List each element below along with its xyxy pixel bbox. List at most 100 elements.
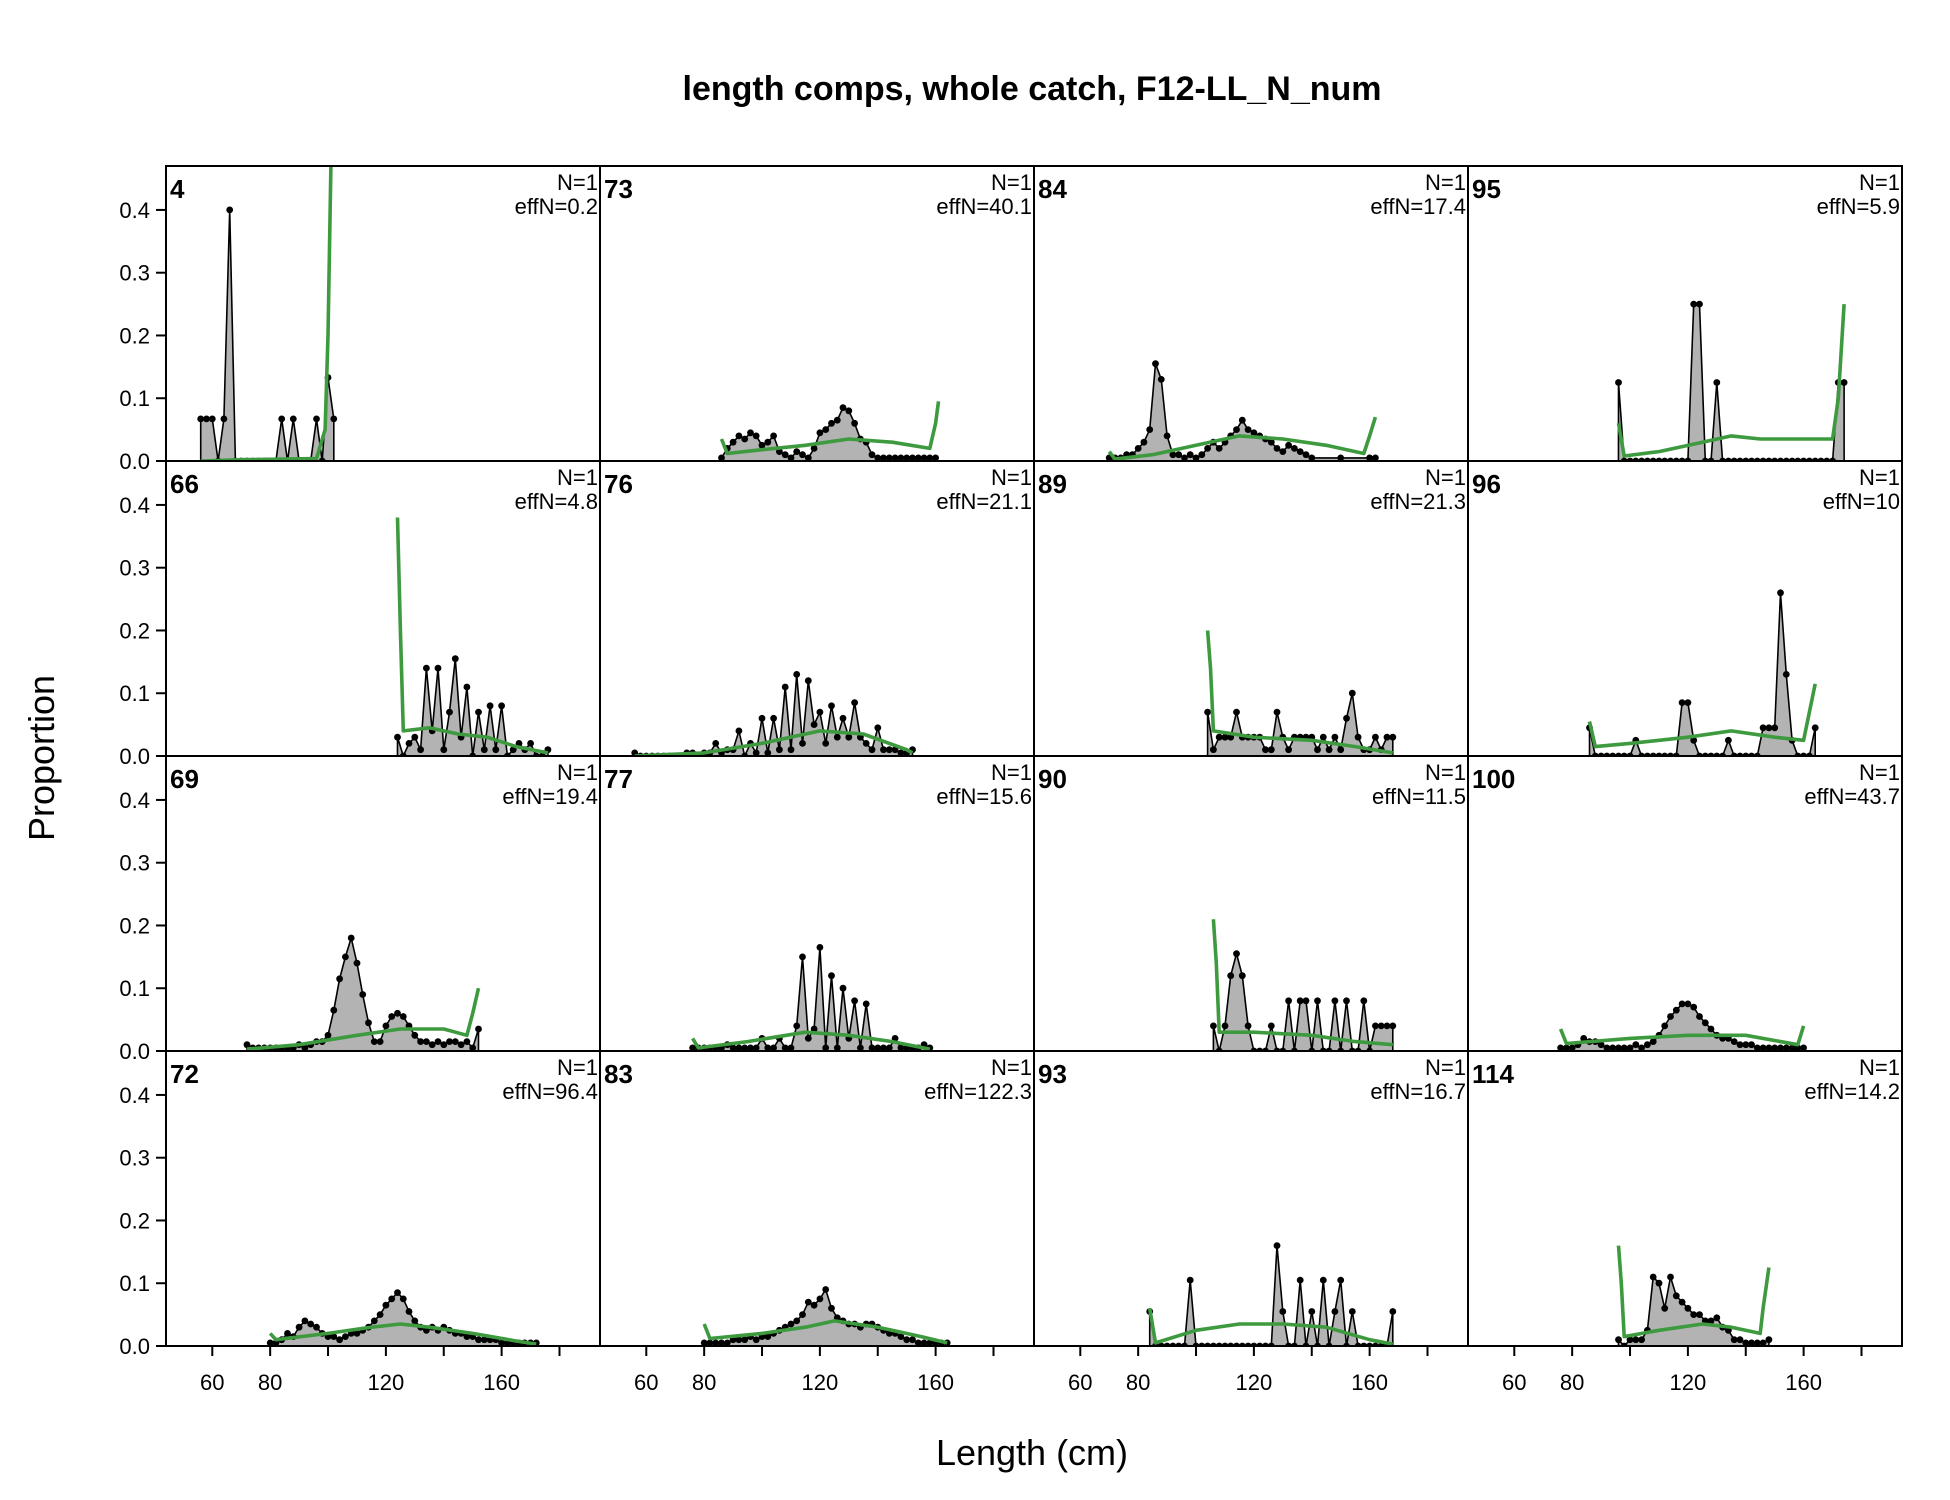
observed-point bbox=[741, 1336, 749, 1344]
observed-point bbox=[1667, 1273, 1674, 1281]
panel-n: N=1 bbox=[1859, 1055, 1900, 1080]
observed-point bbox=[885, 1044, 893, 1051]
x-tick-label: 60 bbox=[634, 1370, 658, 1395]
observed-point bbox=[752, 749, 760, 756]
observed-point bbox=[480, 1336, 488, 1344]
observed-point bbox=[1296, 448, 1304, 455]
observed-point bbox=[1250, 429, 1258, 437]
x-tick-label: 60 bbox=[200, 1370, 224, 1395]
panel-n: N=1 bbox=[557, 1055, 598, 1080]
observed-point bbox=[405, 740, 413, 747]
expected-line bbox=[702, 1319, 948, 1345]
observed-point bbox=[423, 1038, 430, 1045]
panel-n: N=1 bbox=[991, 760, 1032, 785]
observed-point bbox=[810, 445, 818, 452]
panel-n: N=1 bbox=[1859, 170, 1900, 195]
observed-point bbox=[1134, 445, 1142, 452]
observed-point bbox=[1319, 733, 1327, 741]
observed-point bbox=[1742, 1339, 1750, 1346]
observed-point bbox=[752, 1336, 760, 1344]
observed-point bbox=[423, 664, 430, 672]
chart-title: length comps, whole catch, F12-LL_N_num bbox=[683, 70, 1382, 108]
observed-point bbox=[353, 1330, 361, 1337]
observed-point bbox=[1285, 746, 1292, 754]
y-tick-label: 0.3 bbox=[119, 851, 150, 876]
panel-effn: effN=19.4 bbox=[502, 784, 598, 809]
observed-point bbox=[839, 984, 847, 992]
observed-point bbox=[1713, 1314, 1721, 1322]
observed-point bbox=[723, 1339, 731, 1346]
observed-point bbox=[434, 664, 442, 672]
observed-point bbox=[793, 448, 801, 455]
observed-point bbox=[868, 1044, 876, 1051]
panel-plot-area bbox=[1468, 589, 1902, 756]
expected-line bbox=[1211, 919, 1393, 1047]
observed-point bbox=[1748, 1041, 1755, 1049]
observed-point bbox=[897, 1333, 905, 1340]
observed-point bbox=[781, 683, 789, 691]
observed-point bbox=[1267, 1022, 1275, 1030]
observed-point bbox=[1383, 733, 1391, 741]
observed-point bbox=[1389, 733, 1397, 741]
observed-point bbox=[278, 415, 286, 423]
observed-point bbox=[307, 1320, 315, 1328]
observed-point bbox=[1730, 1336, 1738, 1344]
panel-label: 76 bbox=[604, 469, 633, 499]
panel-plot-area bbox=[1468, 1000, 1902, 1051]
observed-point bbox=[370, 1038, 378, 1045]
observed-point bbox=[1696, 1013, 1703, 1020]
y-tick-label: 0.4 bbox=[119, 493, 150, 518]
observed-point bbox=[417, 1038, 424, 1045]
observed-point bbox=[741, 435, 749, 443]
panel-n: N=1 bbox=[1425, 1055, 1466, 1080]
observed-point bbox=[1285, 441, 1292, 449]
observed-point bbox=[799, 740, 806, 747]
panel-label: 84 bbox=[1038, 174, 1067, 204]
observed-point bbox=[440, 746, 448, 754]
observed-point bbox=[1603, 1044, 1611, 1051]
observed-point bbox=[874, 454, 882, 461]
observed-point bbox=[909, 454, 916, 461]
observed-point bbox=[208, 415, 216, 423]
observed-point bbox=[1383, 1022, 1391, 1030]
observed-point bbox=[370, 1317, 378, 1325]
observed-point bbox=[712, 1339, 720, 1346]
observed-point bbox=[1771, 1044, 1779, 1051]
observed-point bbox=[816, 708, 824, 716]
observed-point bbox=[1649, 1273, 1657, 1281]
observed-point bbox=[822, 426, 830, 433]
observed-point bbox=[1337, 746, 1345, 754]
observed-point bbox=[1198, 451, 1206, 459]
observed-point bbox=[1302, 451, 1310, 459]
observed-point bbox=[758, 441, 766, 449]
observed-point bbox=[735, 1044, 743, 1051]
observed-area bbox=[1148, 1245, 1394, 1346]
observed-point bbox=[828, 972, 835, 980]
observed-point bbox=[336, 975, 343, 983]
observed-point bbox=[897, 454, 905, 461]
panel-plot-area bbox=[600, 401, 1034, 461]
observed-point bbox=[440, 1041, 448, 1049]
observed-point bbox=[764, 1044, 772, 1051]
observed-point bbox=[1753, 1339, 1761, 1346]
observed-point bbox=[1314, 746, 1321, 754]
panel-border bbox=[1467, 1050, 1903, 1347]
observed-point bbox=[1227, 972, 1235, 980]
observed-point bbox=[1759, 1339, 1767, 1346]
observed-point bbox=[1800, 1044, 1807, 1051]
observed-point bbox=[1736, 1041, 1744, 1049]
panel-plot-area bbox=[1468, 1245, 1902, 1346]
panel-label: 83 bbox=[604, 1059, 633, 1089]
panel-effn: effN=40.1 bbox=[936, 194, 1032, 219]
x-tick-label: 160 bbox=[1785, 1370, 1822, 1395]
observed-point bbox=[411, 733, 419, 741]
observed-point bbox=[1748, 1339, 1755, 1346]
observed-point bbox=[926, 1339, 934, 1346]
observed-point bbox=[1684, 699, 1692, 706]
observed-point bbox=[804, 1035, 812, 1042]
observed-point bbox=[1678, 1298, 1686, 1306]
observed-point bbox=[411, 1031, 419, 1039]
observed-point bbox=[394, 733, 401, 741]
expected-line bbox=[1587, 683, 1817, 749]
observed-point bbox=[787, 1044, 795, 1051]
